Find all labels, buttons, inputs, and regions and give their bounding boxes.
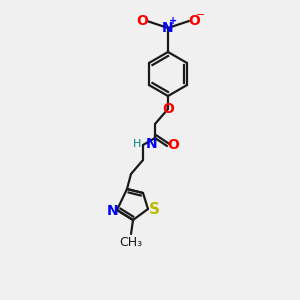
Text: O: O — [188, 14, 200, 28]
Text: CH₃: CH₃ — [119, 236, 142, 248]
Text: S: S — [148, 202, 160, 217]
Text: +: + — [169, 16, 177, 26]
Text: O: O — [136, 14, 148, 28]
Text: O: O — [167, 138, 179, 152]
Text: N: N — [107, 204, 119, 218]
Text: N: N — [146, 137, 158, 151]
Text: O: O — [162, 102, 174, 116]
Text: H: H — [133, 139, 141, 149]
Text: N: N — [162, 21, 174, 35]
Text: −: − — [196, 10, 206, 20]
